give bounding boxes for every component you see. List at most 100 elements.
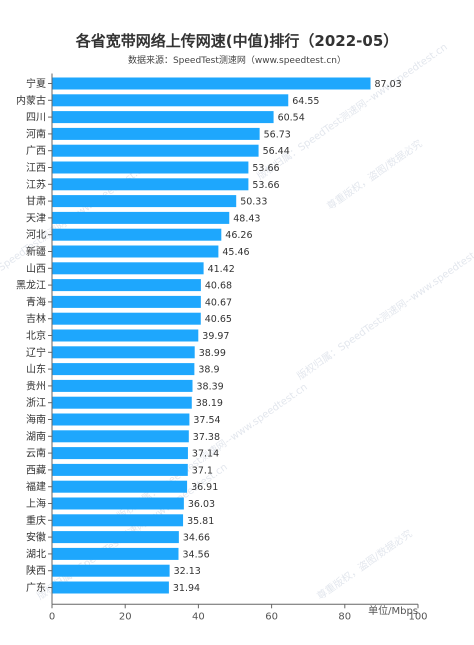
- bar: [52, 547, 179, 560]
- data-label: 41.42: [208, 264, 235, 275]
- category-label: 江西: [26, 162, 46, 174]
- category-label: 海南: [26, 413, 46, 426]
- data-label: 38.9: [198, 365, 219, 376]
- category-label: 黑龙江: [16, 279, 46, 292]
- data-label: 40.67: [205, 297, 232, 308]
- bar: [52, 94, 289, 107]
- bar: [52, 312, 201, 325]
- data-label: 38.19: [196, 398, 223, 409]
- category-label: 湖北: [26, 548, 46, 560]
- category-label: 福建: [26, 480, 46, 493]
- bar: [52, 245, 219, 258]
- data-label: 32.13: [174, 566, 201, 577]
- bar: [52, 144, 259, 157]
- data-label: 87.03: [375, 79, 402, 90]
- data-label: 56.44: [263, 146, 290, 157]
- data-label: 37.1: [192, 465, 213, 476]
- bar: [52, 178, 249, 191]
- bar: [52, 111, 274, 124]
- category-label: 广西: [26, 145, 46, 157]
- category-label: 河北: [26, 229, 46, 241]
- bar: [52, 228, 222, 241]
- bar: [52, 581, 169, 594]
- watermark-text: 版权归属：SpeedTest测速网--www.speedtest.cn: [254, 40, 449, 182]
- data-label: 50.33: [240, 197, 267, 208]
- bar: [52, 531, 179, 544]
- data-label: 64.55: [292, 96, 319, 107]
- bar: [52, 346, 195, 359]
- bar: [52, 295, 201, 308]
- data-label: 56.73: [264, 129, 291, 140]
- category-label: 辽宁: [26, 346, 46, 359]
- bar: [52, 77, 371, 90]
- data-label: 53.66: [252, 163, 279, 174]
- category-label: 重庆: [26, 514, 46, 527]
- data-label: 38.99: [199, 348, 226, 359]
- data-label: 34.66: [183, 533, 210, 544]
- x-tick-label: 80: [338, 611, 351, 622]
- category-label: 甘肃: [26, 195, 46, 208]
- chart-title: 各省宽带网络上传网速(中值)排行（2022-05）: [75, 32, 399, 50]
- bar: [52, 262, 204, 275]
- bar: [52, 447, 188, 460]
- data-label: 37.14: [192, 449, 219, 460]
- bar: [52, 430, 189, 443]
- category-label: 河南: [26, 127, 46, 140]
- category-label: 西藏: [26, 464, 46, 476]
- category-label: 四川: [26, 113, 46, 124]
- data-label: 37.38: [193, 432, 220, 443]
- watermark-text: 版权归属：SpeedTest测速网--www.speedtest.cn: [294, 240, 474, 382]
- bar-layer: 宁夏 87.03 内蒙古 64.55 四川 60.54 河南 56.73 广西 56.44 江西 53…: [16, 77, 402, 594]
- category-label: 山东: [26, 363, 46, 376]
- x-tick-label: 60: [265, 611, 278, 622]
- data-label: 46.26: [225, 230, 252, 241]
- bar: [52, 329, 199, 342]
- bar: [52, 127, 260, 140]
- bar: [52, 480, 188, 493]
- category-label: 内蒙古: [16, 94, 46, 107]
- data-label: 48.43: [233, 213, 260, 224]
- category-label: 湖南: [26, 430, 46, 443]
- bar: [52, 413, 190, 426]
- category-label: 新疆: [26, 245, 46, 258]
- data-label: 40.65: [205, 314, 232, 325]
- category-label: 北京: [26, 329, 46, 342]
- category-label: 宁夏: [26, 77, 46, 90]
- data-label: 38.39: [197, 381, 224, 392]
- bar: [52, 564, 170, 577]
- bar: [52, 211, 230, 224]
- x-tick-label: 100: [408, 611, 427, 622]
- category-label: 山西: [26, 263, 46, 275]
- category-label: 天津: [26, 212, 46, 224]
- category-label: 青海: [26, 295, 46, 308]
- data-label: 37.54: [193, 415, 220, 426]
- data-label: 31.94: [173, 583, 200, 594]
- category-label: 广东: [26, 581, 46, 594]
- data-label: 53.66: [252, 180, 279, 191]
- data-label: 39.97: [202, 331, 229, 342]
- bar: [52, 396, 192, 409]
- category-label: 安徽: [26, 531, 46, 544]
- watermark-text: 尊重版权，盗图/数据必究: [324, 137, 424, 213]
- data-label: 40.68: [205, 281, 232, 292]
- bar: [52, 279, 201, 292]
- unit-label: 单位/Mbps: [368, 604, 418, 617]
- data-label: 35.81: [187, 516, 214, 527]
- data-label: 36.03: [188, 499, 215, 510]
- category-label: 吉林: [26, 312, 46, 325]
- bar: [52, 379, 193, 392]
- data-label: 36.91: [191, 482, 218, 493]
- category-label: 上海: [26, 497, 46, 510]
- category-label: 云南: [26, 447, 46, 460]
- bar: [52, 497, 184, 510]
- category-label: 江苏: [26, 178, 46, 191]
- x-tick-label: 20: [119, 611, 132, 622]
- chart-subtitle: 数据来源：SpeedTest测速网（www.speedtest.cn）: [127, 56, 347, 66]
- x-tick-label: 0: [49, 611, 55, 622]
- bar: [52, 514, 184, 527]
- axis-layer: 0 20 40 60 80 100: [49, 73, 428, 622]
- data-label: 34.56: [182, 549, 209, 560]
- category-label: 陕西: [26, 564, 46, 577]
- bar: [52, 463, 188, 476]
